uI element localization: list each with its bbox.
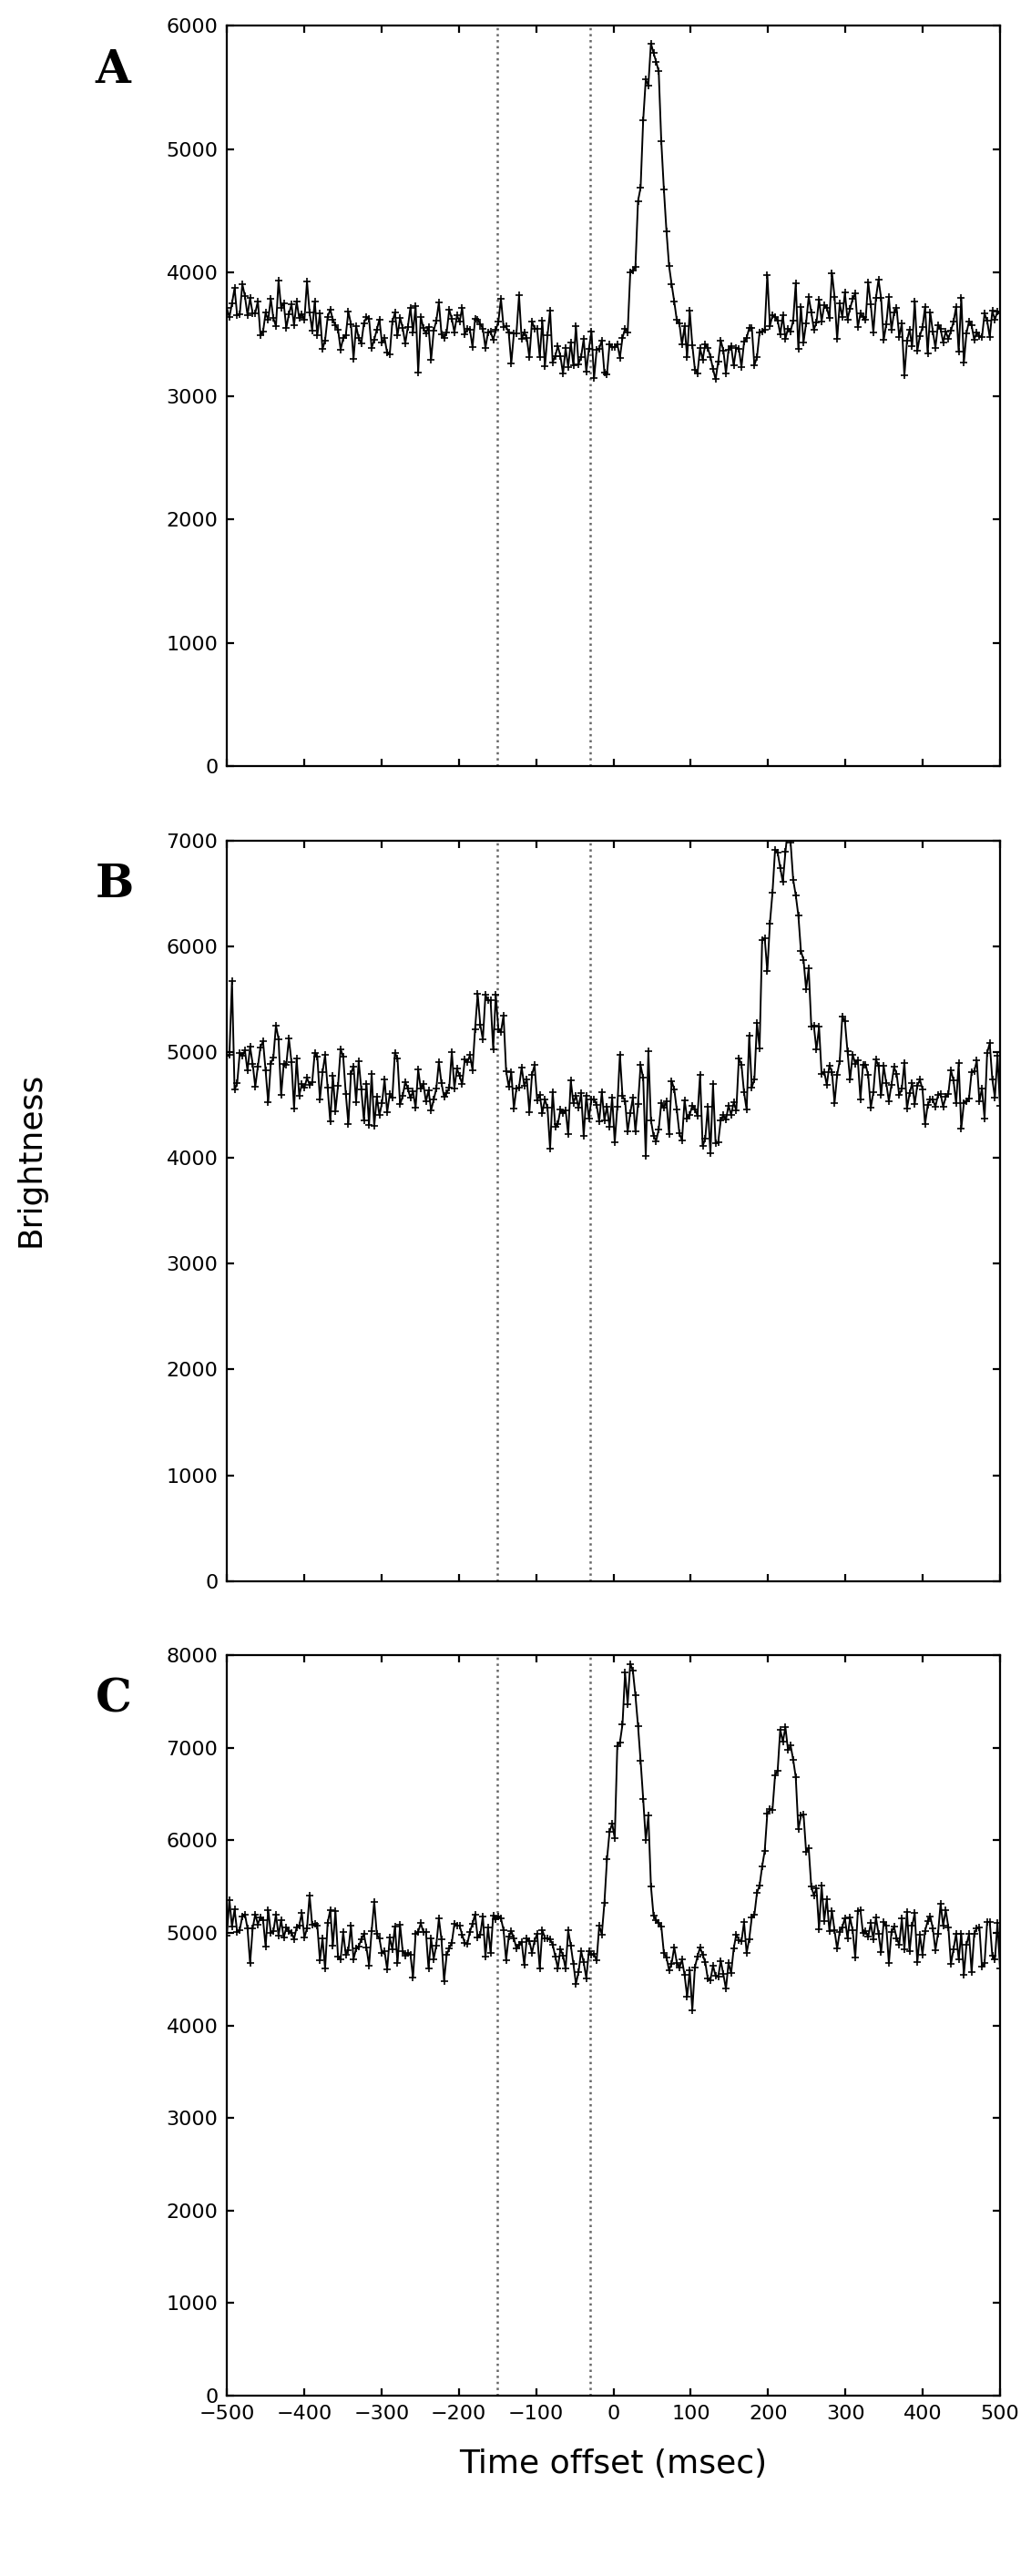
Text: A: A: [95, 49, 131, 93]
Text: C: C: [95, 1677, 132, 1721]
Text: Brightness: Brightness: [15, 1072, 46, 1247]
X-axis label: Time offset (msec): Time offset (msec): [460, 2447, 767, 2478]
Text: B: B: [95, 863, 134, 907]
